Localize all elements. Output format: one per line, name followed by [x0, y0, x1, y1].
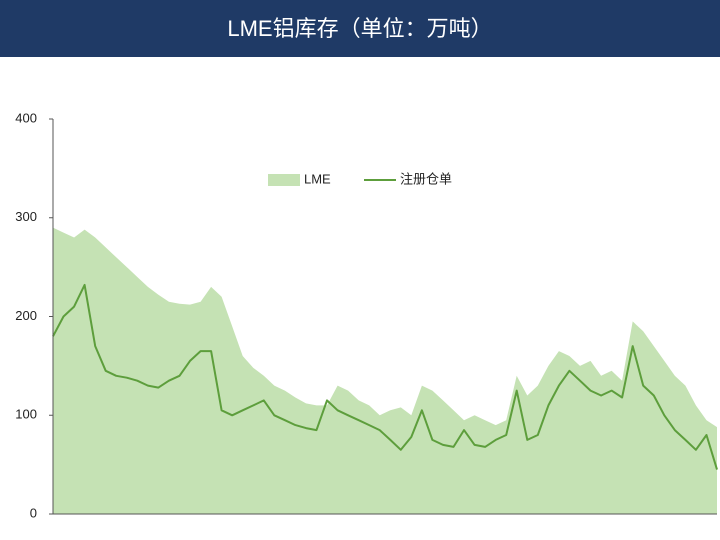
- y-tick-label: 0: [30, 505, 37, 520]
- legend-label: 注册仓单: [400, 171, 452, 186]
- y-tick-label: 100: [15, 407, 37, 422]
- line: [52, 283, 718, 470]
- y-tick-label: 400: [15, 110, 37, 125]
- y-tick-label: 200: [15, 308, 37, 323]
- legend-swatch: [268, 174, 300, 186]
- chart-title: LME铝库存（单位：万吨）: [0, 0, 720, 57]
- legend-label: LME: [304, 171, 331, 186]
- y-tick-label: 300: [15, 209, 37, 224]
- area: [53, 227, 717, 514]
